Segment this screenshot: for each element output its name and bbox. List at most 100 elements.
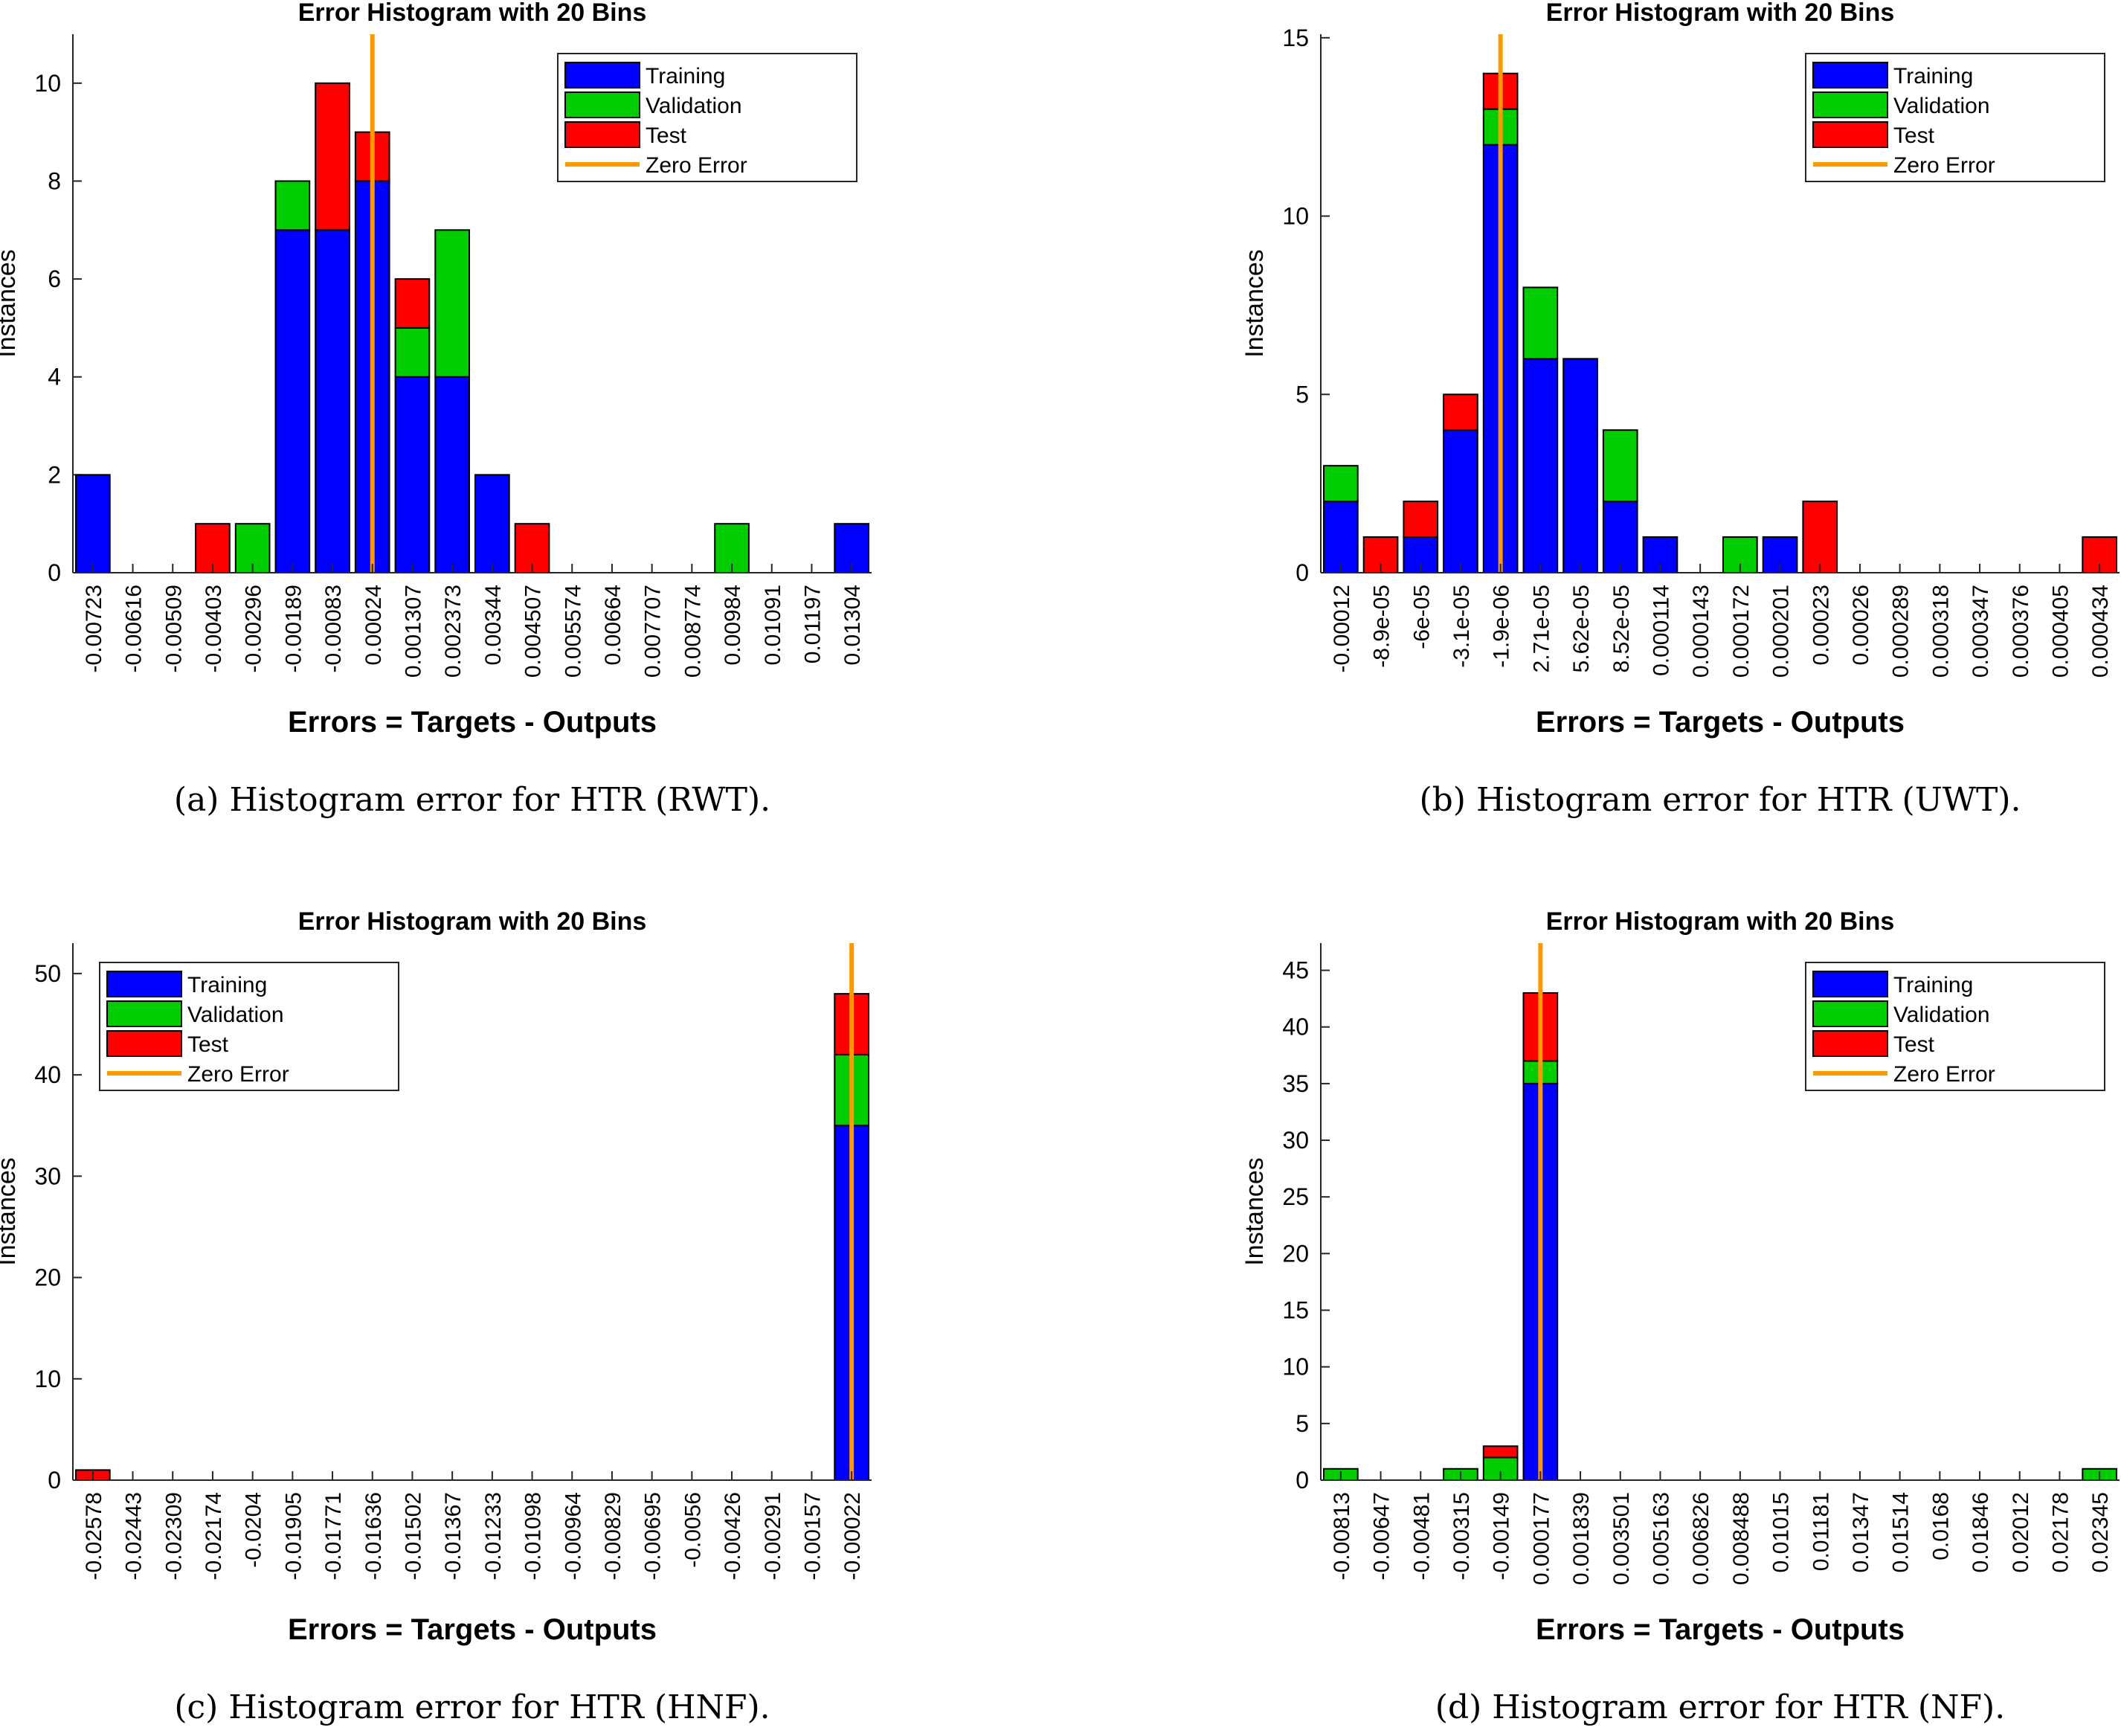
- x-tick-label: 0.01514: [1889, 1492, 1914, 1572]
- x-tick-label: -0.00481: [1409, 1492, 1434, 1580]
- y-tick-label: 40: [34, 1061, 61, 1088]
- x-tick-label: -6e-05: [1409, 585, 1434, 649]
- x-tick-label: -0.02174: [202, 1492, 226, 1580]
- x-tick-label: 0.02178: [2048, 1492, 2073, 1572]
- x-tick-label: -0.00813: [1330, 1492, 1354, 1580]
- y-axis-label: Instances: [0, 249, 21, 358]
- x-tick-label: 0.005574: [561, 585, 585, 678]
- x-tick-label: 0.01197: [800, 585, 825, 663]
- x-axis-label: Errors = Targets - Outputs: [1536, 706, 1905, 739]
- x-tick-label: 0.000289: [1889, 585, 1914, 678]
- x-tick-label: -0.00964: [561, 1492, 585, 1580]
- x-tick-label: 8.52e-05: [1609, 585, 1634, 672]
- x-tick-label: -0.00149: [1490, 1492, 1514, 1580]
- x-tick-label: 0.004507: [521, 585, 546, 678]
- y-tick-label: 15: [1282, 1297, 1309, 1324]
- x-tick-label: -0.02309: [161, 1492, 186, 1580]
- legend-label: Zero Error: [187, 1062, 289, 1087]
- legend-label: Training: [1893, 973, 1973, 997]
- x-tick-label: -0.00403: [202, 585, 226, 672]
- x-tick-label: -0.02578: [82, 1492, 106, 1580]
- figure-caption: (b) Histogram error for HTR (UWT).: [1419, 781, 2021, 819]
- legend-label: Test: [187, 1032, 229, 1057]
- bar-test-bin-9: [394, 278, 431, 329]
- legend-label: Test: [1893, 1032, 1935, 1057]
- y-tick-label: 5: [1296, 381, 1309, 408]
- x-tick-label: 0.00023: [1809, 585, 1833, 665]
- legend-label: Zero Error: [646, 153, 747, 178]
- x-tick-label: -0.00695: [641, 1492, 666, 1580]
- x-tick-label: 0.01091: [761, 585, 785, 665]
- legend-swatch-validation: [1812, 1000, 1888, 1027]
- y-tick-label: 10: [34, 70, 61, 97]
- figure-caption: (d) Histogram error for HTR (NF).: [1435, 1688, 2005, 1726]
- chart-title: Error Histogram with 20 Bins: [1546, 0, 1895, 27]
- bar-validation-bin-10: [434, 229, 470, 378]
- legend-label: Validation: [187, 1003, 284, 1027]
- y-tick-label: 0: [48, 1467, 61, 1494]
- x-tick-label: -0.00616: [122, 585, 147, 672]
- y-tick-label: 15: [1282, 25, 1309, 51]
- y-tick-label: 25: [1282, 1183, 1309, 1210]
- x-tick-label: -0.01636: [361, 1492, 386, 1580]
- x-tick-label: 0.000405: [2048, 585, 2073, 678]
- x-tick-label: -0.0204: [242, 1492, 266, 1568]
- x-tick-label: 0.01015: [1769, 1492, 1794, 1572]
- x-tick-label: -0.02443: [122, 1492, 147, 1580]
- y-tick-label: 2: [48, 461, 61, 488]
- bar-training-bin-1: [1323, 501, 1359, 573]
- x-tick-label: 0.00984: [721, 585, 745, 665]
- legend-swatch-training: [106, 971, 182, 997]
- bar-training-bin-1: [75, 474, 111, 574]
- x-tick-label: 0.01846: [1969, 1492, 1993, 1572]
- y-tick-label: 10: [1282, 203, 1309, 230]
- x-tick-label: -3.1e-05: [1449, 585, 1474, 668]
- y-tick-label: 30: [1282, 1127, 1309, 1154]
- bar-training-bin-10: [434, 376, 470, 573]
- x-tick-label: 0.005163: [1649, 1492, 1673, 1585]
- x-tick-label: 0.0168: [1928, 1492, 1953, 1560]
- bar-test-bin-13: [1802, 501, 1838, 573]
- x-tick-label: -0.00315: [1449, 1492, 1474, 1580]
- bar-training-bin-4: [1443, 429, 1478, 573]
- legend-label: Test: [646, 123, 687, 148]
- x-tick-label: -0.00296: [242, 585, 266, 672]
- x-tick-label: -1.9e-06: [1490, 585, 1514, 668]
- x-tick-label: 0.00024: [361, 585, 386, 665]
- legend: Training Validation Test Zero Error: [1805, 962, 2105, 1091]
- y-tick-label: 0: [1296, 559, 1309, 586]
- legend-swatch-validation: [564, 91, 640, 118]
- bar-validation-bin-8: [1602, 429, 1638, 503]
- histogram-panel-3: 0 10 20 30 40 50 -0.02578 -0.02443 -0.02309 -0.02…: [0, 907, 872, 1646]
- bar-validation-bin-9: [394, 327, 431, 378]
- bar-test-bin-5: [1482, 1445, 1519, 1459]
- bar-training-bin-6: [274, 229, 311, 573]
- y-axis-label: Instances: [1240, 249, 1269, 358]
- y-tick-label: 6: [48, 266, 61, 292]
- x-tick-label: -0.01233: [481, 1492, 506, 1580]
- x-tick-label: 0.000114: [1649, 585, 1673, 676]
- y-tick-label: 20: [1282, 1240, 1309, 1267]
- legend-label: Validation: [1893, 1003, 1990, 1027]
- bar-training-bin-8: [1602, 501, 1638, 573]
- x-tick-label: -0.01367: [441, 1492, 466, 1580]
- legend-label: Validation: [646, 94, 742, 118]
- y-tick-label: 0: [1296, 1467, 1309, 1494]
- x-tick-label: -0.00012: [1330, 585, 1354, 672]
- x-tick-label: 0.01181: [1809, 1492, 1833, 1571]
- x-tick-label: -0.00291: [761, 1492, 785, 1580]
- legend-swatch-test: [106, 1030, 182, 1057]
- legend: Training Validation Test Zero Error: [1805, 53, 2105, 182]
- legend: Training Validation Test Zero Error: [557, 53, 857, 182]
- x-tick-label: 0.000143: [1689, 585, 1713, 678]
- legend-swatch-training: [564, 62, 640, 89]
- bar-training-bin-7: [315, 229, 350, 573]
- bar-validation-bin-6: [274, 180, 311, 231]
- x-tick-label: -0.00509: [161, 585, 186, 672]
- x-tick-label: -0.01905: [281, 1492, 306, 1580]
- legend-swatch-training: [1812, 971, 1888, 997]
- y-tick-label: 10: [1282, 1354, 1309, 1380]
- legend-swatch-test: [1812, 121, 1888, 148]
- x-tick-label: 0.008488: [1729, 1492, 1754, 1585]
